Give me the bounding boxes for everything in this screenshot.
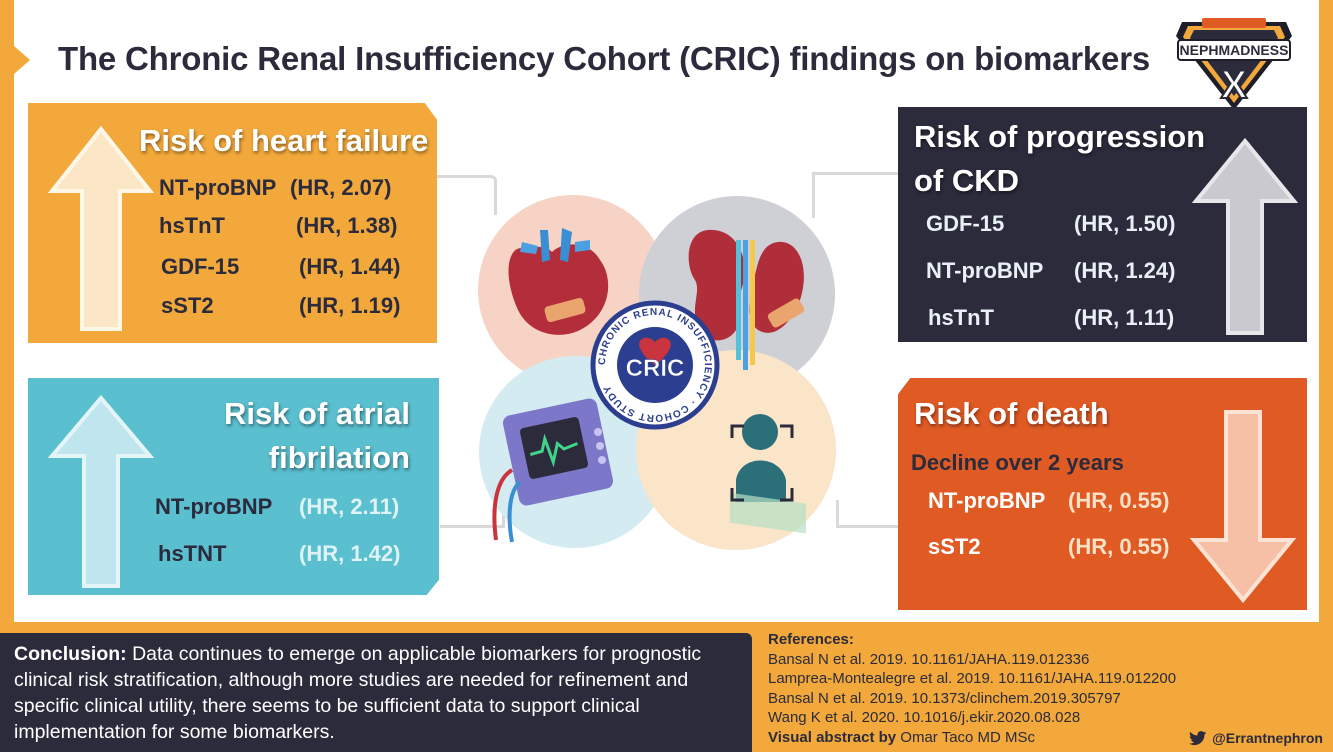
biomarker-name: NT-proBNP [928, 488, 1046, 513]
svg-text:CRIC: CRIC [626, 355, 685, 382]
biomarker-name: GDF-15 [926, 211, 1005, 236]
biomarker-name: sST2 [161, 293, 214, 318]
card-title: Risk of heart failure [139, 123, 429, 158]
hazard-ratio: (HR, 1.19) [299, 293, 401, 318]
biomarker-name: sST2 [928, 534, 981, 559]
reference-item: Bansal N et al. 2019. 10.1373/clinchem.2… [768, 689, 1121, 707]
card-subtitle: Decline over 2 years [911, 450, 1124, 475]
arrow-up-icon [47, 125, 155, 331]
conclusion-text: Conclusion: Data continues to emerge on … [14, 641, 738, 745]
biomarker-name: hsTnT [928, 305, 994, 330]
card-heart-failure: Risk of heart failure NT-proBNP (HR, 2.0… [28, 103, 437, 343]
arrow-down-icon [1189, 410, 1297, 604]
central-illustration: CHRONIC RENAL INSUFFICIENCY · COHORT STU… [440, 170, 900, 570]
connector-line [437, 175, 497, 215]
kidney-icon [688, 229, 805, 370]
twitter-bird-icon [1189, 730, 1207, 745]
twitter-handle[interactable]: @Errantnephron [1189, 730, 1323, 746]
hazard-ratio: (HR, 0.55) [1068, 534, 1170, 559]
author-credit: Visual abstract by Omar Taco MD MSc [768, 728, 1328, 748]
arrow-up-icon [1191, 137, 1299, 335]
hazard-ratio: (HR, 1.38) [296, 213, 398, 238]
card-title-line2: of CKD [914, 163, 1020, 198]
biomarker-name: GDF-15 [161, 254, 240, 279]
author-label: Visual abstract by [768, 728, 897, 746]
hazard-ratio: (HR, 1.50) [1074, 211, 1176, 236]
svg-text:NEPHMADNESS: NEPHMADNESS [1180, 42, 1289, 58]
hazard-ratio: (HR, 0.55) [1068, 488, 1170, 513]
references-panel: References: Bansal N et al. 2019. 10.116… [768, 630, 1328, 747]
hazard-ratio: (HR, 1.11) [1074, 305, 1175, 330]
biomarker-name: NT-proBNP [926, 258, 1044, 283]
conclusion-body: Data continues to emerge on applicable b… [14, 643, 702, 743]
biomarker-name: NT-proBNP [155, 494, 273, 519]
reference-item: Wang K et al. 2020. 10.1016/j.ekir.2020.… [768, 709, 1081, 726]
page-title: The Chronic Renal Insufficiency Cohort (… [58, 40, 1150, 77]
cric-badge: CHRONIC RENAL INSUFFICIENCY · COHORT STU… [590, 300, 720, 430]
arrow-up-icon [47, 394, 155, 588]
hazard-ratio: (HR, 1.24) [1074, 258, 1176, 283]
card-title: Risk of death [914, 396, 1109, 431]
svg-text:X: X [1221, 63, 1248, 107]
references-heading: References: [768, 631, 854, 648]
connector-line [812, 172, 898, 218]
card-title-line1: Risk of atrial [223, 396, 410, 431]
biomarker-name: NT-proBNP [159, 175, 277, 200]
patient-scan-icon [730, 414, 806, 534]
conclusion-label: Conclusion: [14, 643, 127, 665]
connector-line [836, 500, 898, 528]
card-title-line1: Risk of progression [914, 119, 1206, 154]
hazard-ratio: (HR, 1.42) [299, 541, 401, 566]
heart-icon [508, 228, 609, 335]
card-title-line2: fibrilation [268, 440, 410, 475]
hazard-ratio: (HR, 1.44) [299, 254, 401, 279]
biomarker-name: hsTnT [159, 213, 225, 238]
card-atrial-fibrillation: Risk of atrial fibrilation NT-proBNP (HR… [28, 378, 439, 595]
card-death: Risk of death Decline over 2 years NT-pr… [898, 378, 1307, 610]
twitter-handle-text: @Errantnephron [1212, 730, 1323, 746]
hazard-ratio: (HR, 2.11) [299, 494, 400, 519]
reference-item: Lamprea-Montealegre et al. 2019. 10.1161… [768, 670, 1177, 687]
author-name: Omar Taco MD MSc [896, 728, 1036, 746]
biomarker-name: hsTNT [158, 541, 227, 566]
conclusion-panel: Conclusion: Data continues to emerge on … [0, 633, 752, 752]
nephmadness-logo: NEPHMADNESS X [1172, 8, 1296, 112]
card-ckd-progression: Risk of progression of CKD GDF-15 (HR, 1… [898, 107, 1307, 342]
heart-monitor-icon [492, 398, 614, 543]
hazard-ratio: (HR, 2.07) [290, 175, 392, 200]
title-marker [14, 46, 30, 74]
reference-item: Bansal N et al. 2019. 10.1161/JAHA.119.0… [768, 650, 1090, 668]
